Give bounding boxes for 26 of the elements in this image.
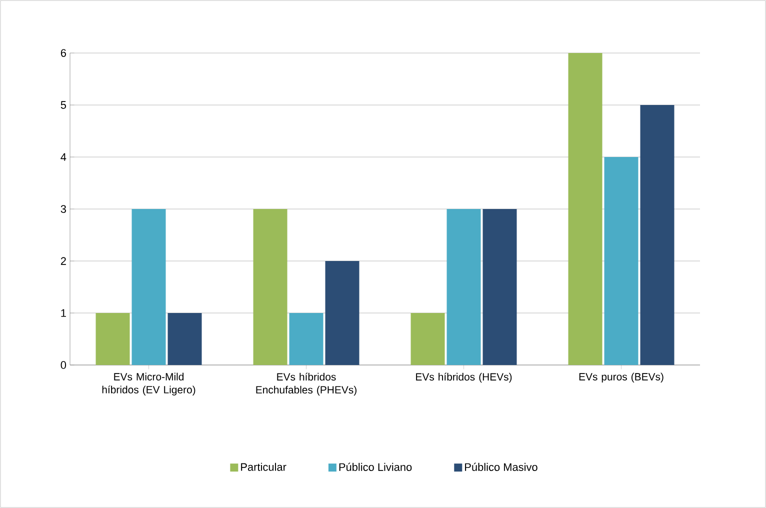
y-tick-label: 6 xyxy=(60,49,66,57)
bar xyxy=(604,157,638,365)
bar xyxy=(132,209,166,365)
bar xyxy=(446,209,481,365)
y-tick-label: 3 xyxy=(60,205,66,213)
y-tick-label: 2 xyxy=(60,257,66,265)
bar xyxy=(640,105,674,365)
y-tick-label: 4 xyxy=(60,153,66,161)
legend-label: Público Liviano xyxy=(339,462,412,471)
x-tick-label: EVs Micro-Mild híbridos (EV Ligero) xyxy=(102,372,196,396)
bar xyxy=(410,313,445,365)
y-tick-label: 0 xyxy=(60,361,66,369)
x-tick-label: EVs híbridos Enchufables (PHEVs) xyxy=(256,372,356,396)
y-tick-label: 1 xyxy=(61,309,66,317)
bar xyxy=(568,53,602,365)
bar xyxy=(325,261,360,365)
legend-label: Particular xyxy=(241,462,286,471)
x-tick-label: EVs puros (BEVs) xyxy=(579,372,664,383)
bar xyxy=(482,209,517,365)
y-tick-label: 5 xyxy=(60,101,66,109)
legend-label: Público Masivo xyxy=(465,462,538,471)
bar xyxy=(289,313,324,365)
x-tick-label: EVs híbridos (HEVs) xyxy=(416,372,512,383)
bar xyxy=(96,313,130,365)
bar xyxy=(168,313,202,365)
bar xyxy=(253,209,288,365)
